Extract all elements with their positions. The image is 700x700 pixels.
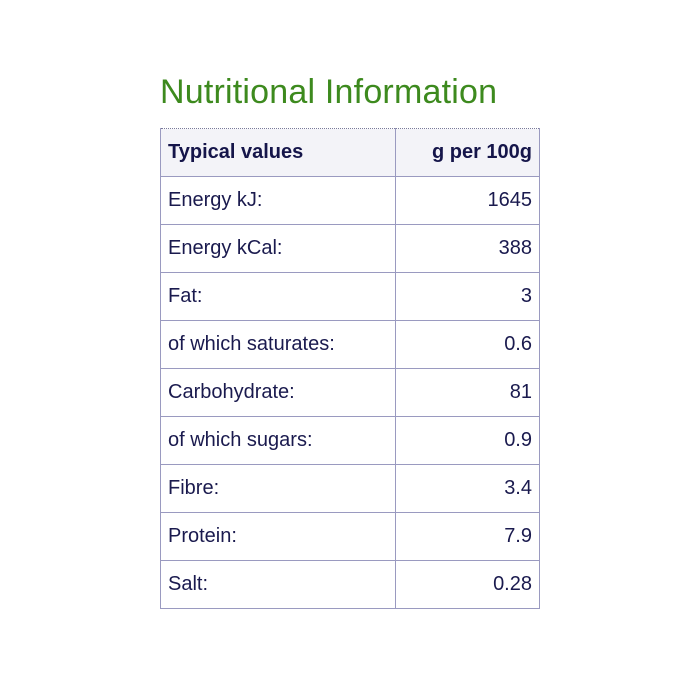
nutrient-value: 7.9	[395, 512, 540, 561]
nutrition-table: Typical values g per 100g Energy kJ: 164…	[159, 128, 540, 609]
table-body: Energy kJ: 1645 Energy kCal: 388 Fat: 3 …	[159, 176, 540, 609]
nutrient-label: Fat:	[159, 272, 397, 321]
nutrient-value: 3.4	[395, 464, 540, 513]
table-row: Fat: 3	[159, 272, 540, 321]
nutrient-value: 388	[395, 224, 540, 273]
nutrient-label: Fibre:	[159, 464, 397, 513]
nutrient-label: Carbohydrate:	[159, 368, 397, 417]
nutrient-label: Energy kCal:	[159, 224, 397, 273]
nutrient-label: Salt:	[159, 560, 397, 609]
header-row: Typical values g per 100g	[159, 128, 540, 177]
page-title: Nutritional Information	[160, 73, 498, 111]
table-header: Typical values g per 100g	[159, 128, 540, 177]
table-row: Carbohydrate: 81	[159, 368, 540, 417]
nutrient-label: Protein:	[159, 512, 397, 561]
nutrient-value: 1645	[395, 176, 540, 225]
nutrient-value: 0.28	[395, 560, 540, 609]
table-row: Fibre: 3.4	[159, 464, 540, 513]
nutrient-value: 81	[395, 368, 540, 417]
nutrient-label: Energy kJ:	[159, 176, 397, 225]
table-row: Energy kCal: 388	[159, 224, 540, 273]
header-per-100g: g per 100g	[395, 128, 540, 177]
header-typical-values: Typical values	[159, 128, 397, 177]
nutrient-value: 0.9	[395, 416, 540, 465]
nutrient-label: of which saturates:	[159, 320, 397, 369]
table-row: Salt: 0.28	[159, 560, 540, 609]
nutrient-value: 0.6	[395, 320, 540, 369]
nutrient-value: 3	[395, 272, 540, 321]
table-row: of which sugars: 0.9	[159, 416, 540, 465]
table-row: Energy kJ: 1645	[159, 176, 540, 225]
table-row: Protein: 7.9	[159, 512, 540, 561]
table-row: of which saturates: 0.6	[159, 320, 540, 369]
nutrient-label: of which sugars:	[159, 416, 397, 465]
